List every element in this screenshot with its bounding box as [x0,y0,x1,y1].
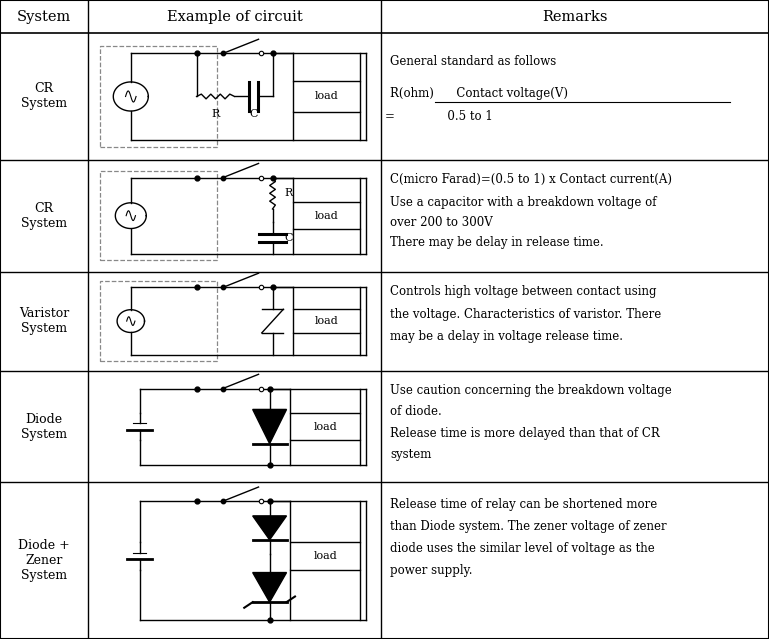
Text: R: R [211,109,220,119]
Bar [290,413,360,440]
Text: load: load [313,422,337,431]
Text: There may be delay in release time.: There may be delay in release time. [390,236,604,249]
Text: Use a capacitor with a breakdown voltage of: Use a capacitor with a breakdown voltage… [390,196,657,209]
Polygon shape [253,410,287,443]
Text: system: system [390,448,431,461]
Text: load: load [313,551,337,561]
Text: =              0.5 to 1: = 0.5 to 1 [384,111,492,123]
Text: Use caution concerning the breakdown voltage: Use caution concerning the breakdown vol… [390,384,671,397]
Bar [100,46,217,147]
Polygon shape [253,516,287,540]
Text: load: load [315,91,338,102]
Text: C(micro Farad)=(0.5 to 1) x Contact current(A): C(micro Farad)=(0.5 to 1) x Contact curr… [390,173,672,187]
Text: CR
System: CR System [22,82,67,111]
Text: Release time is more delayed than that of CR: Release time is more delayed than that o… [390,427,660,440]
Text: C: C [249,109,258,119]
Text: R(ohm)      Contact voltage(V): R(ohm) Contact voltage(V) [390,88,568,100]
Text: C: C [285,233,293,243]
Bar [290,542,360,570]
Text: R: R [285,189,292,198]
Bar [293,309,360,333]
Text: diode uses the similar level of voltage as the: diode uses the similar level of voltage … [390,542,654,555]
Text: CR
System: CR System [22,202,67,229]
Text: Example of circuit: Example of circuit [167,10,302,24]
Text: Release time of relay can be shortened more: Release time of relay can be shortened m… [390,498,657,511]
Text: System: System [17,10,72,24]
Bar [100,171,217,261]
Text: Remarks: Remarks [542,10,608,24]
Bar [293,81,360,112]
Text: the voltage. Characteristics of varistor. There: the voltage. Characteristics of varistor… [390,307,661,321]
Text: than Diode system. The zener voltage of zener: than Diode system. The zener voltage of … [390,520,667,533]
Text: power supply.: power supply. [390,564,472,576]
Text: Diode
System: Diode System [22,413,67,440]
Text: over 200 to 300V: over 200 to 300V [390,216,493,229]
Bar [100,281,217,360]
Polygon shape [253,573,287,602]
Bar [293,202,360,229]
Text: Controls high voltage between contact using: Controls high voltage between contact us… [390,285,657,298]
Text: General standard as follows: General standard as follows [390,54,556,68]
Text: load: load [315,211,338,220]
Text: Diode +
Zener
System: Diode + Zener System [18,539,70,582]
Text: may be a delay in voltage release time.: may be a delay in voltage release time. [390,330,623,343]
Text: load: load [315,316,338,326]
Text: Varistor
System: Varistor System [19,307,69,335]
Text: of diode.: of diode. [390,406,441,419]
